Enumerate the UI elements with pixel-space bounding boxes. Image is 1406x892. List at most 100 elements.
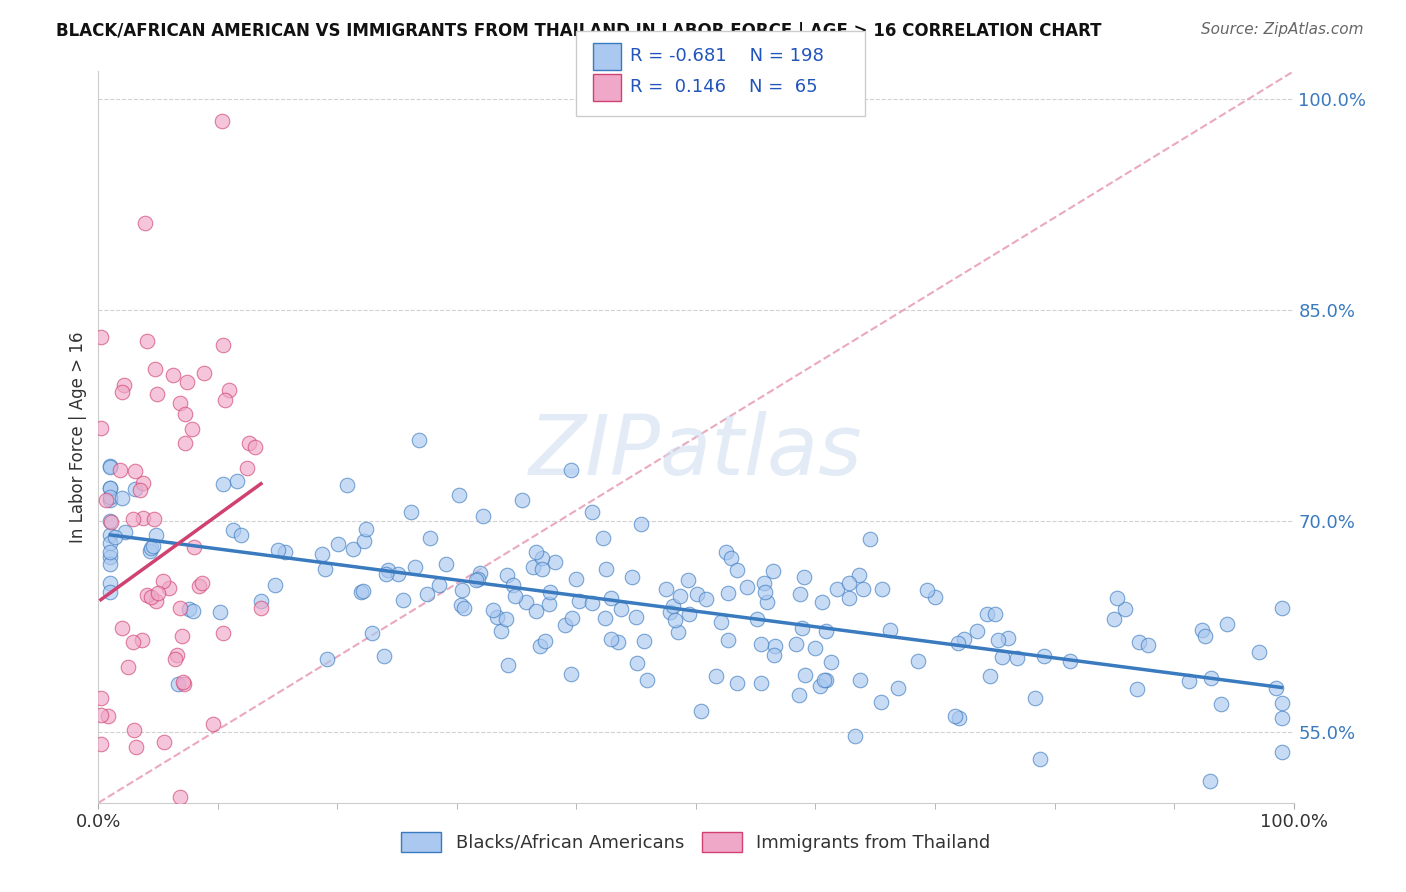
Point [717,632,740,647]
Text: ZIPatlas: ZIPatlas [529,411,863,492]
Point [235,461,257,475]
Point [361,626,384,640]
Point [98,557,122,571]
Point [176,375,198,389]
Point [169,600,191,615]
Point [157,581,180,595]
Point [90,707,112,722]
Point [849,673,872,688]
Point [984,607,1007,621]
Point [502,578,524,592]
Point [524,545,547,559]
Point [243,440,266,454]
Point [145,528,167,542]
Point [267,543,290,558]
Point [503,589,526,603]
Point [792,621,814,635]
Point [808,679,831,693]
Point [211,337,233,351]
Point [434,557,457,571]
Point [581,505,603,519]
Point [204,886,226,892]
Point [114,525,136,540]
Point [654,582,676,597]
Point [392,593,415,607]
Point [666,625,689,640]
Point [987,632,1010,647]
Point [814,673,837,688]
Point [416,587,439,601]
Point [756,595,779,609]
Point [852,582,875,596]
Point [173,677,195,691]
Point [747,611,769,625]
Point [354,522,377,536]
Point [1265,681,1288,696]
Point [264,578,287,592]
Point [136,334,159,348]
Point [222,523,245,537]
Point [1271,745,1294,759]
Point [159,870,181,884]
Point [754,585,776,599]
Text: R = -0.681    N = 198: R = -0.681 N = 198 [630,47,824,65]
Point [531,561,554,575]
Point [599,632,621,647]
Point [96,492,118,507]
Point [122,723,145,738]
Point [98,576,122,591]
Point [201,717,224,731]
Point [419,531,441,545]
Point [915,583,938,598]
Point [581,596,603,610]
Point [1199,671,1222,685]
Point [146,386,169,401]
Point [238,436,260,450]
Point [689,704,711,718]
Point [785,636,807,650]
Point [844,729,866,743]
Point [145,362,167,376]
Point [510,493,533,508]
Point [121,512,143,526]
Point [626,656,648,670]
Point [465,574,488,588]
Point [104,530,127,544]
Point [485,609,508,624]
Point [763,648,786,662]
Point [166,676,188,690]
Point [838,591,860,606]
Point [529,639,551,653]
Point [838,575,860,590]
Point [112,378,135,392]
Point [661,599,683,613]
Point [720,551,742,566]
Point [1102,612,1125,626]
Point [471,508,494,523]
Point [990,650,1012,665]
Point [98,545,122,559]
Point [141,590,163,604]
Point [997,631,1019,645]
Point [342,542,364,557]
Point [373,648,395,663]
Point [976,607,998,622]
Point [100,516,122,530]
Point [328,537,350,551]
Point [737,580,759,594]
Point [1024,691,1046,706]
Point [624,610,647,624]
Point [191,575,214,590]
Point [789,587,811,601]
Point [565,572,588,586]
Point [350,585,373,599]
Point [98,549,122,564]
Point [132,510,155,524]
Point [128,483,150,497]
Point [90,737,112,751]
Point [530,551,553,566]
Point [489,624,512,638]
Point [374,566,396,581]
Point [174,407,197,421]
Point [659,606,682,620]
